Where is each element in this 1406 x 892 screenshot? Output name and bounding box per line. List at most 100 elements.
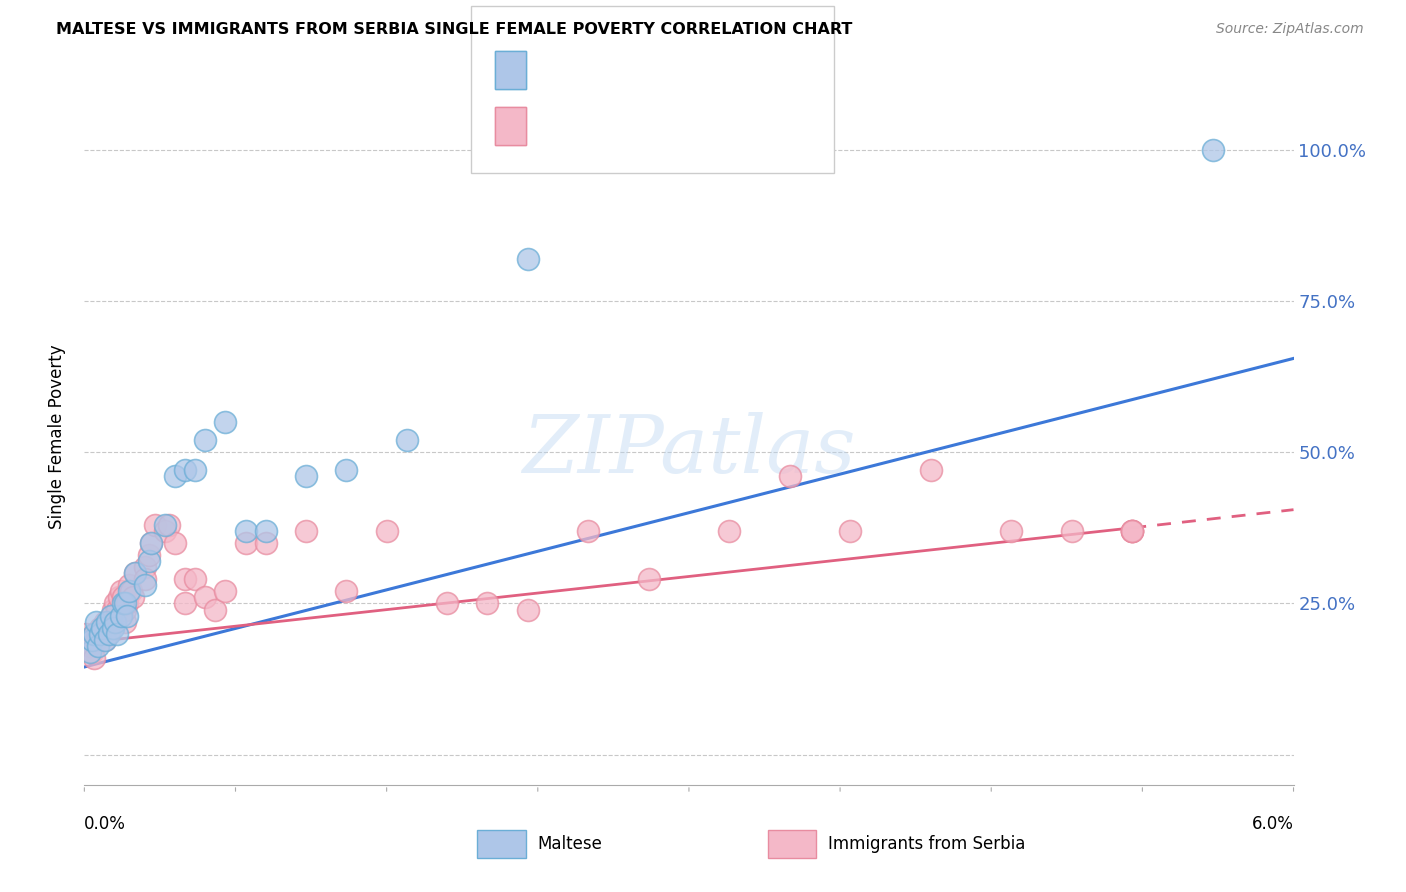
Text: Maltese: Maltese (538, 835, 603, 853)
Point (174, 572, 197, 586)
Point (87, 639, 110, 653)
Point (104, 615, 127, 629)
Point (114, 602, 136, 616)
Point (516, 252, 538, 266)
Point (1121, 524, 1143, 538)
Point (335, 463, 357, 477)
Point (254, 524, 277, 538)
Point (375, 524, 398, 538)
Point (920, 463, 942, 477)
Point (576, 524, 599, 538)
Point (110, 584, 132, 599)
Point (118, 584, 141, 599)
Point (134, 560, 156, 574)
Point (779, 469, 801, 483)
Point (138, 548, 160, 562)
Point (124, 566, 146, 581)
Text: R = 0.349   N = 64: R = 0.349 N = 64 (544, 112, 744, 131)
Point (235, 524, 257, 538)
Point (93, 632, 115, 647)
Point (516, 602, 538, 616)
Text: 0.0%: 0.0% (84, 815, 127, 833)
Point (114, 615, 136, 629)
Point (194, 591, 217, 605)
Point (83, 626, 105, 640)
Point (214, 415, 236, 429)
Point (91, 626, 114, 640)
Point (139, 536, 162, 550)
Point (436, 597, 458, 611)
Point (153, 524, 176, 538)
Point (153, 517, 176, 532)
Point (165, 536, 187, 550)
Text: ZIPatlas: ZIPatlas (522, 412, 856, 490)
Point (295, 469, 318, 483)
Text: MALTESE VS IMMIGRANTS FROM SERBIA SINGLE FEMALE POVERTY CORRELATION CHART: MALTESE VS IMMIGRANTS FROM SERBIA SINGLE… (56, 22, 852, 37)
Point (77, 632, 100, 647)
FancyBboxPatch shape (495, 51, 526, 89)
Point (82, 632, 104, 647)
Point (1121, 524, 1143, 538)
Point (120, 584, 142, 599)
Point (104, 615, 127, 629)
Point (121, 591, 143, 605)
Point (86, 615, 108, 629)
Point (93, 632, 115, 647)
FancyBboxPatch shape (495, 106, 526, 145)
Point (139, 536, 162, 550)
Point (97, 615, 120, 629)
FancyBboxPatch shape (768, 830, 815, 858)
Point (477, 597, 499, 611)
Text: Source: ZipAtlas.com: Source: ZipAtlas.com (1216, 22, 1364, 37)
Point (96, 621, 118, 635)
Point (75, 626, 97, 640)
Point (134, 572, 156, 586)
Point (79, 645, 101, 659)
Point (143, 517, 166, 532)
Point (89, 621, 111, 635)
Point (295, 524, 318, 538)
Point (82, 645, 104, 659)
Point (96, 615, 118, 629)
Point (124, 566, 146, 581)
Point (395, 433, 418, 447)
Point (1000, 524, 1022, 538)
Text: 6.0%: 6.0% (1251, 815, 1294, 833)
Point (107, 591, 129, 605)
Point (97, 626, 120, 640)
Point (1121, 524, 1143, 538)
Point (105, 626, 128, 640)
Point (184, 463, 207, 477)
FancyBboxPatch shape (478, 830, 526, 858)
Point (93, 615, 115, 629)
Point (110, 608, 132, 623)
FancyBboxPatch shape (471, 5, 834, 173)
Point (335, 584, 357, 599)
Point (101, 621, 124, 635)
Point (839, 524, 862, 538)
Point (157, 517, 180, 532)
Point (114, 597, 136, 611)
Point (89, 626, 111, 640)
Point (718, 524, 741, 538)
Point (174, 597, 197, 611)
Point (1121, 524, 1143, 538)
Point (637, 572, 659, 586)
Point (104, 597, 127, 611)
Point (111, 591, 134, 605)
Point (118, 578, 141, 592)
Point (83, 626, 105, 640)
Point (1202, 143, 1225, 157)
Point (174, 463, 197, 477)
Point (111, 597, 134, 611)
Point (115, 608, 138, 623)
Point (100, 608, 122, 623)
Point (138, 554, 160, 568)
Point (184, 572, 207, 586)
Text: R = 0.593   N = 36: R = 0.593 N = 36 (544, 52, 744, 71)
Point (134, 578, 156, 592)
Point (87, 626, 110, 640)
Point (1060, 524, 1083, 538)
Point (165, 469, 187, 483)
Point (100, 621, 122, 635)
